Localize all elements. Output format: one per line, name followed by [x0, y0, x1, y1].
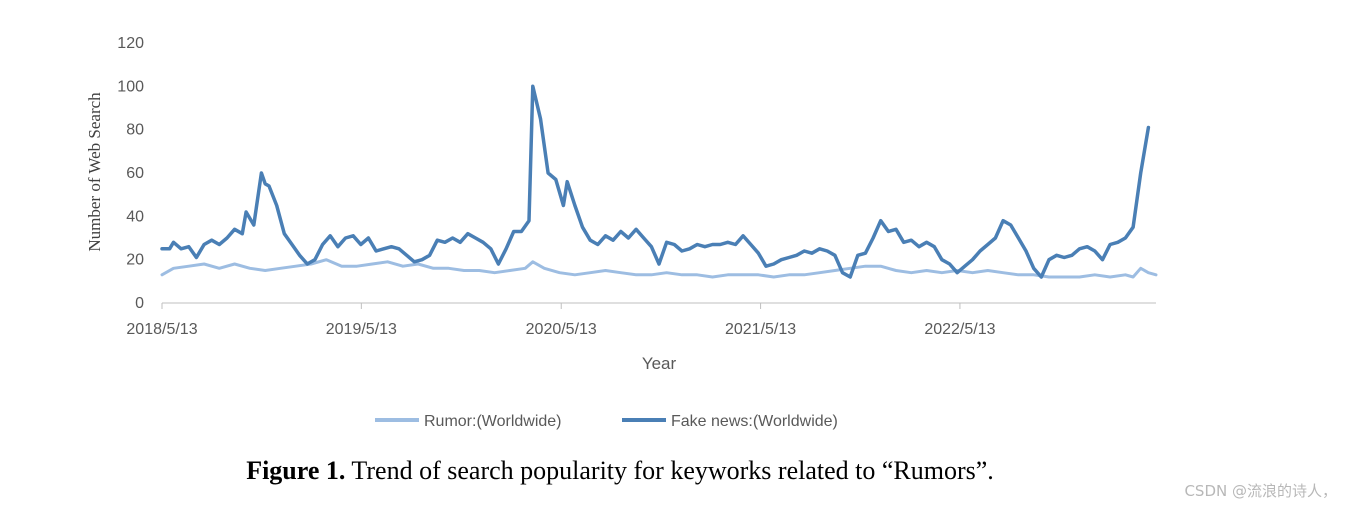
x-axis: 2018/5/13 2019/5/13 2020/5/13 2021/5/13 2022… [126, 302, 1156, 338]
caption-label: Figure 1. [246, 456, 346, 485]
x-tick-label: 2021/5/13 [725, 321, 796, 338]
caption-text: Trend of search popularity for keyworks … [345, 456, 994, 485]
figure-caption: Figure 1. Trend of search popularity for… [0, 456, 1240, 486]
legend: Rumor:(Worldwide) Fake news:(Worldwide) [375, 413, 838, 430]
series-line-fake-news [160, 84, 1151, 279]
y-tick-label: 40 [126, 208, 144, 225]
y-tick-label: 0 [135, 295, 144, 312]
series-line-rumor [160, 258, 1158, 279]
x-tick-label: 2018/5/13 [126, 321, 197, 338]
y-tick-label: 100 [117, 78, 144, 95]
y-tick-label: 20 [126, 252, 144, 269]
x-axis-title: Year [642, 354, 677, 373]
x-tick-label: 2022/5/13 [924, 321, 995, 338]
legend-label: Fake news:(Worldwide) [671, 413, 838, 430]
y-tick-label: 80 [126, 122, 144, 139]
y-tick-label: 120 [117, 35, 144, 52]
x-tick-label: 2020/5/13 [526, 321, 597, 338]
x-tick-label: 2019/5/13 [326, 321, 397, 338]
y-tick-label: 60 [126, 165, 144, 182]
legend-label: Rumor:(Worldwide) [424, 413, 562, 430]
y-axis: 0 20 40 60 80 100 120 [117, 35, 144, 312]
chart-series [160, 84, 1158, 279]
y-axis-title: Number of Web Search [85, 92, 104, 252]
watermark: CSDN @流浪的诗人， [1184, 482, 1337, 500]
